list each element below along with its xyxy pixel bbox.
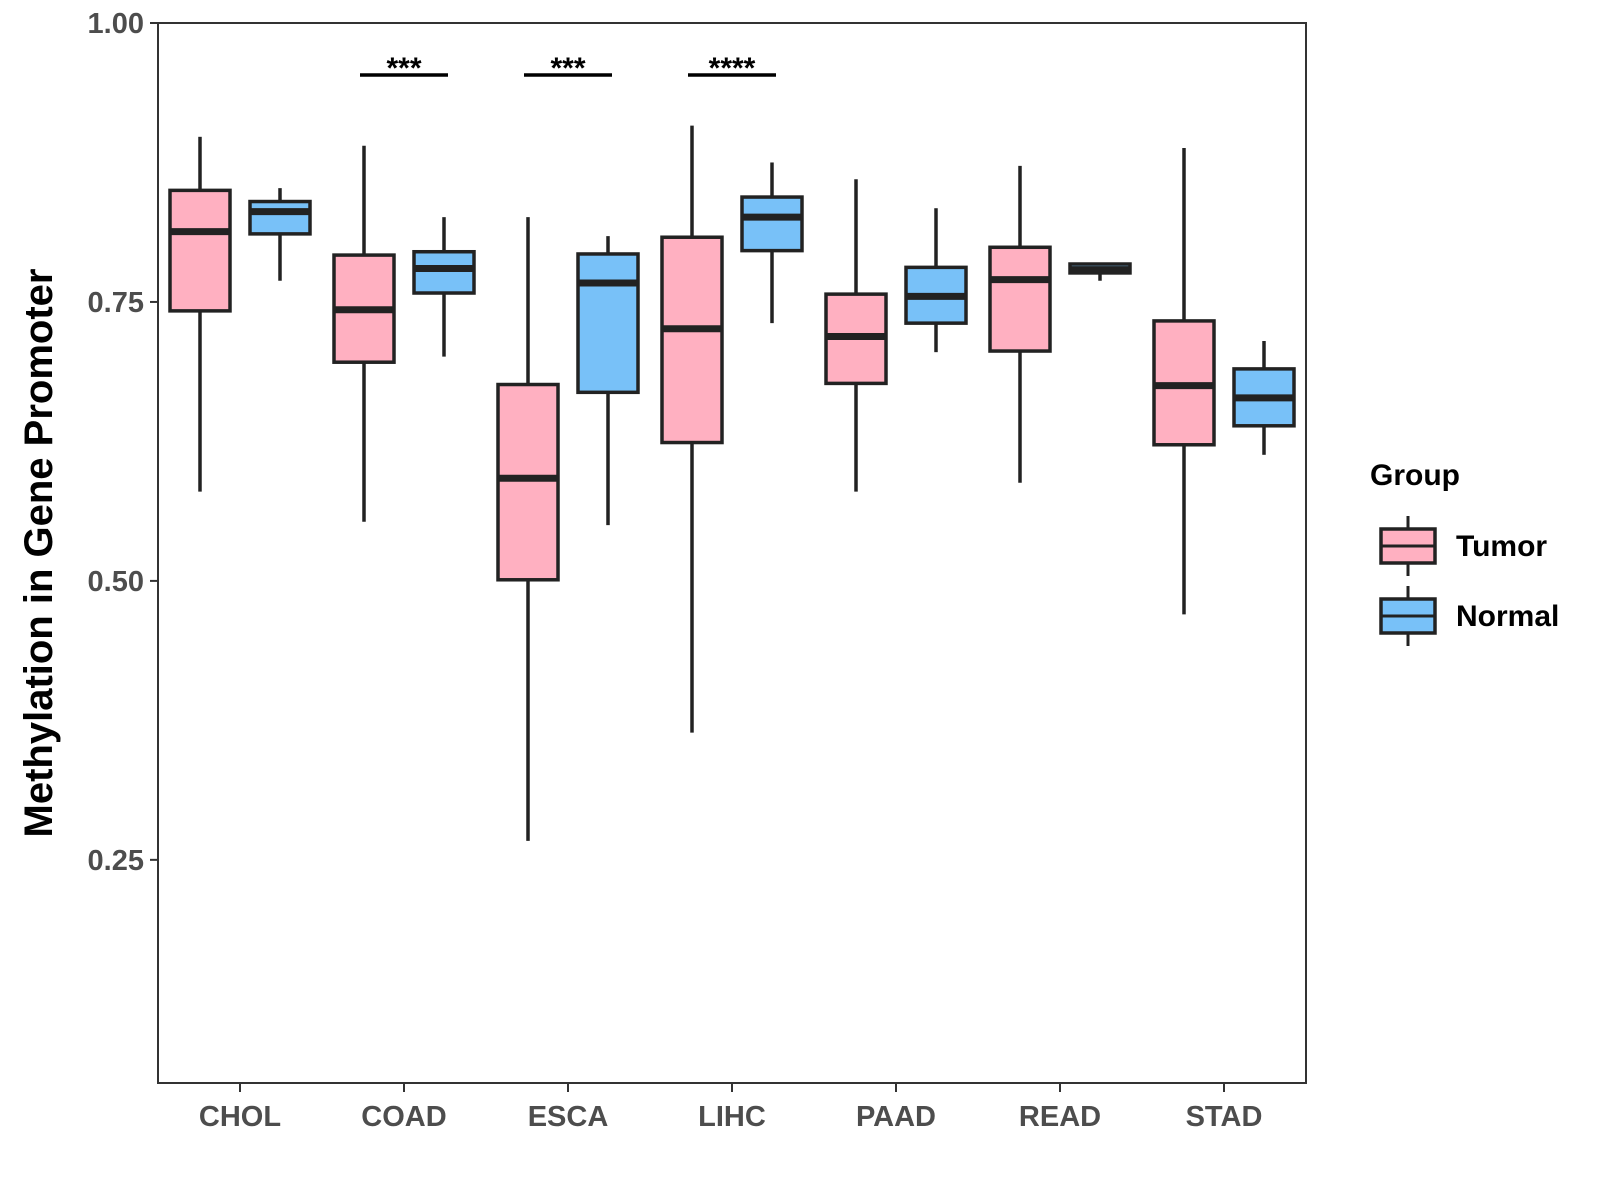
box-tumor-lihc [660,125,724,733]
box-iqr [248,199,312,236]
box-normal-coad [412,217,476,357]
box-tumor-coad [332,145,396,522]
box-iqr [412,249,476,295]
y-tick-label: 0.50 [88,566,144,598]
box-iqr [168,188,232,313]
box-normal-lihc [740,162,804,324]
legend-title: Group [1370,459,1460,492]
significance-label: *** [386,52,421,85]
box-tumor-stad [1152,147,1216,615]
x-tick-label-lihc: LIHC [698,1101,766,1133]
legend-label: Tumor [1456,530,1547,563]
significance-coad: *** [360,52,448,85]
boxes-layer [168,125,1296,841]
significance-esca: *** [524,52,612,85]
x-tick-label-stad: STAD [1186,1101,1263,1133]
box-tumor-chol [168,136,232,492]
y-axis-title: Methylation in Gene Promoter [17,269,61,838]
box-normal-chol [248,188,312,281]
y-tick-label: 1.00 [88,8,144,40]
x-tick-label-esca: ESCA [528,1101,609,1133]
legend-item-tumor: Tumor [1379,516,1547,576]
box-normal-paad [904,208,968,353]
y-tick-label: 0.25 [88,845,144,877]
significance-lihc: **** [688,52,776,85]
x-tick-label-paad: PAAD [856,1101,936,1133]
box-normal-read [1068,262,1132,281]
x-tick-label-read: READ [1019,1101,1101,1133]
box-iqr [496,382,560,582]
y-tick-label: 0.75 [88,287,144,319]
x-tick-label-coad: COAD [361,1101,446,1133]
axes-layer: 0.25 0.50 0.75 1.00 CHOL COAD ESCA LIHC PAAD READ… [88,8,1263,1133]
box-tumor-esca [496,217,560,841]
x-tick-label-chol: CHOL [199,1101,281,1133]
box-tumor-paad [824,179,888,492]
box-normal-esca [576,236,640,526]
legend: Group Tumor Normal [1370,459,1559,646]
plot-panel-border [157,22,1307,1084]
box-tumor-read [988,165,1052,483]
box-normal-stad [1232,341,1296,455]
box-iqr [740,195,804,253]
legend-item-normal: Normal [1379,586,1559,646]
box-iqr [988,245,1052,353]
significance-label: *** [550,52,585,85]
legend-label: Normal [1456,600,1559,633]
significance-layer: *** *** **** [360,52,776,85]
box-iqr [660,235,724,445]
significance-label: **** [709,52,756,85]
box-iqr [576,252,640,395]
